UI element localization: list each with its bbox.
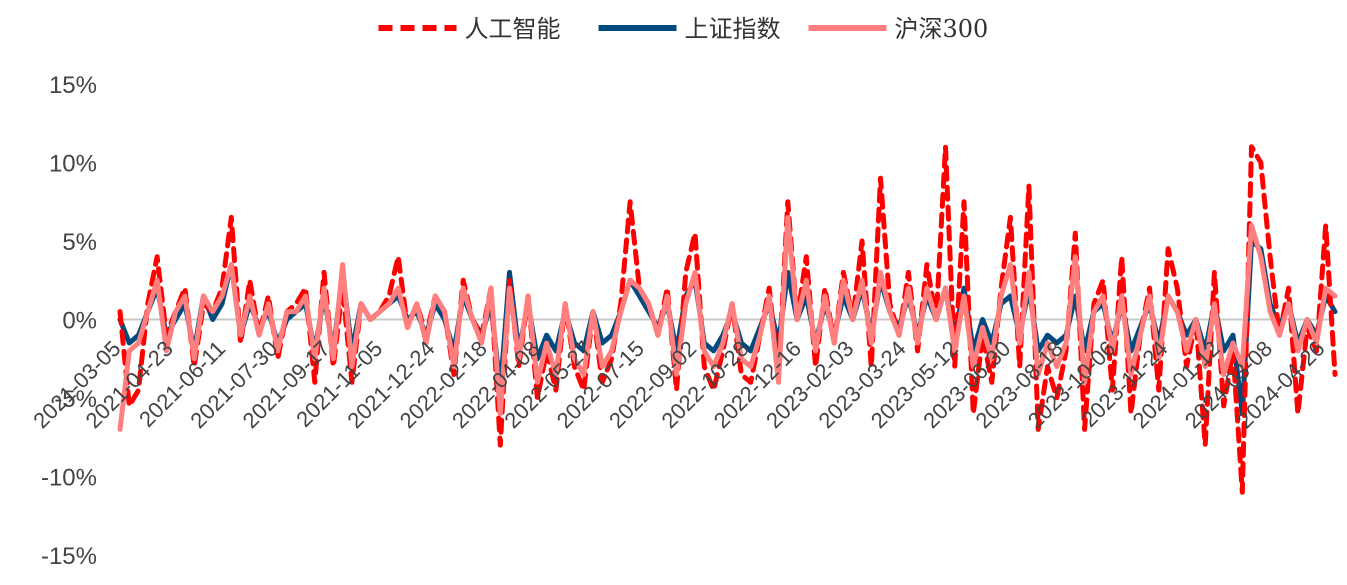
y-axis: 15% 10% 5% 0% -5% -10% -15% bbox=[41, 72, 97, 570]
legend-label: 沪深300 bbox=[895, 15, 989, 43]
y-tick-label: -15% bbox=[41, 543, 97, 570]
legend-item: 上证指数 bbox=[598, 15, 781, 43]
series-layer bbox=[117, 144, 1338, 495]
legend-label: 上证指数 bbox=[685, 15, 781, 43]
y-tick-label: -5% bbox=[54, 386, 97, 413]
legend: 人工智能 上证指数 沪深300 bbox=[378, 15, 989, 43]
series-line bbox=[117, 214, 1338, 432]
y-tick-label: -10% bbox=[41, 465, 97, 492]
legend-item: 人工智能 bbox=[378, 15, 561, 43]
legend-label: 人工智能 bbox=[465, 15, 561, 43]
y-tick-label: 0% bbox=[62, 308, 97, 335]
legend-item: 沪深300 bbox=[808, 15, 989, 43]
y-tick-label: 15% bbox=[49, 72, 97, 99]
y-tick-label: 5% bbox=[62, 229, 97, 256]
y-tick-label: 10% bbox=[49, 151, 97, 178]
